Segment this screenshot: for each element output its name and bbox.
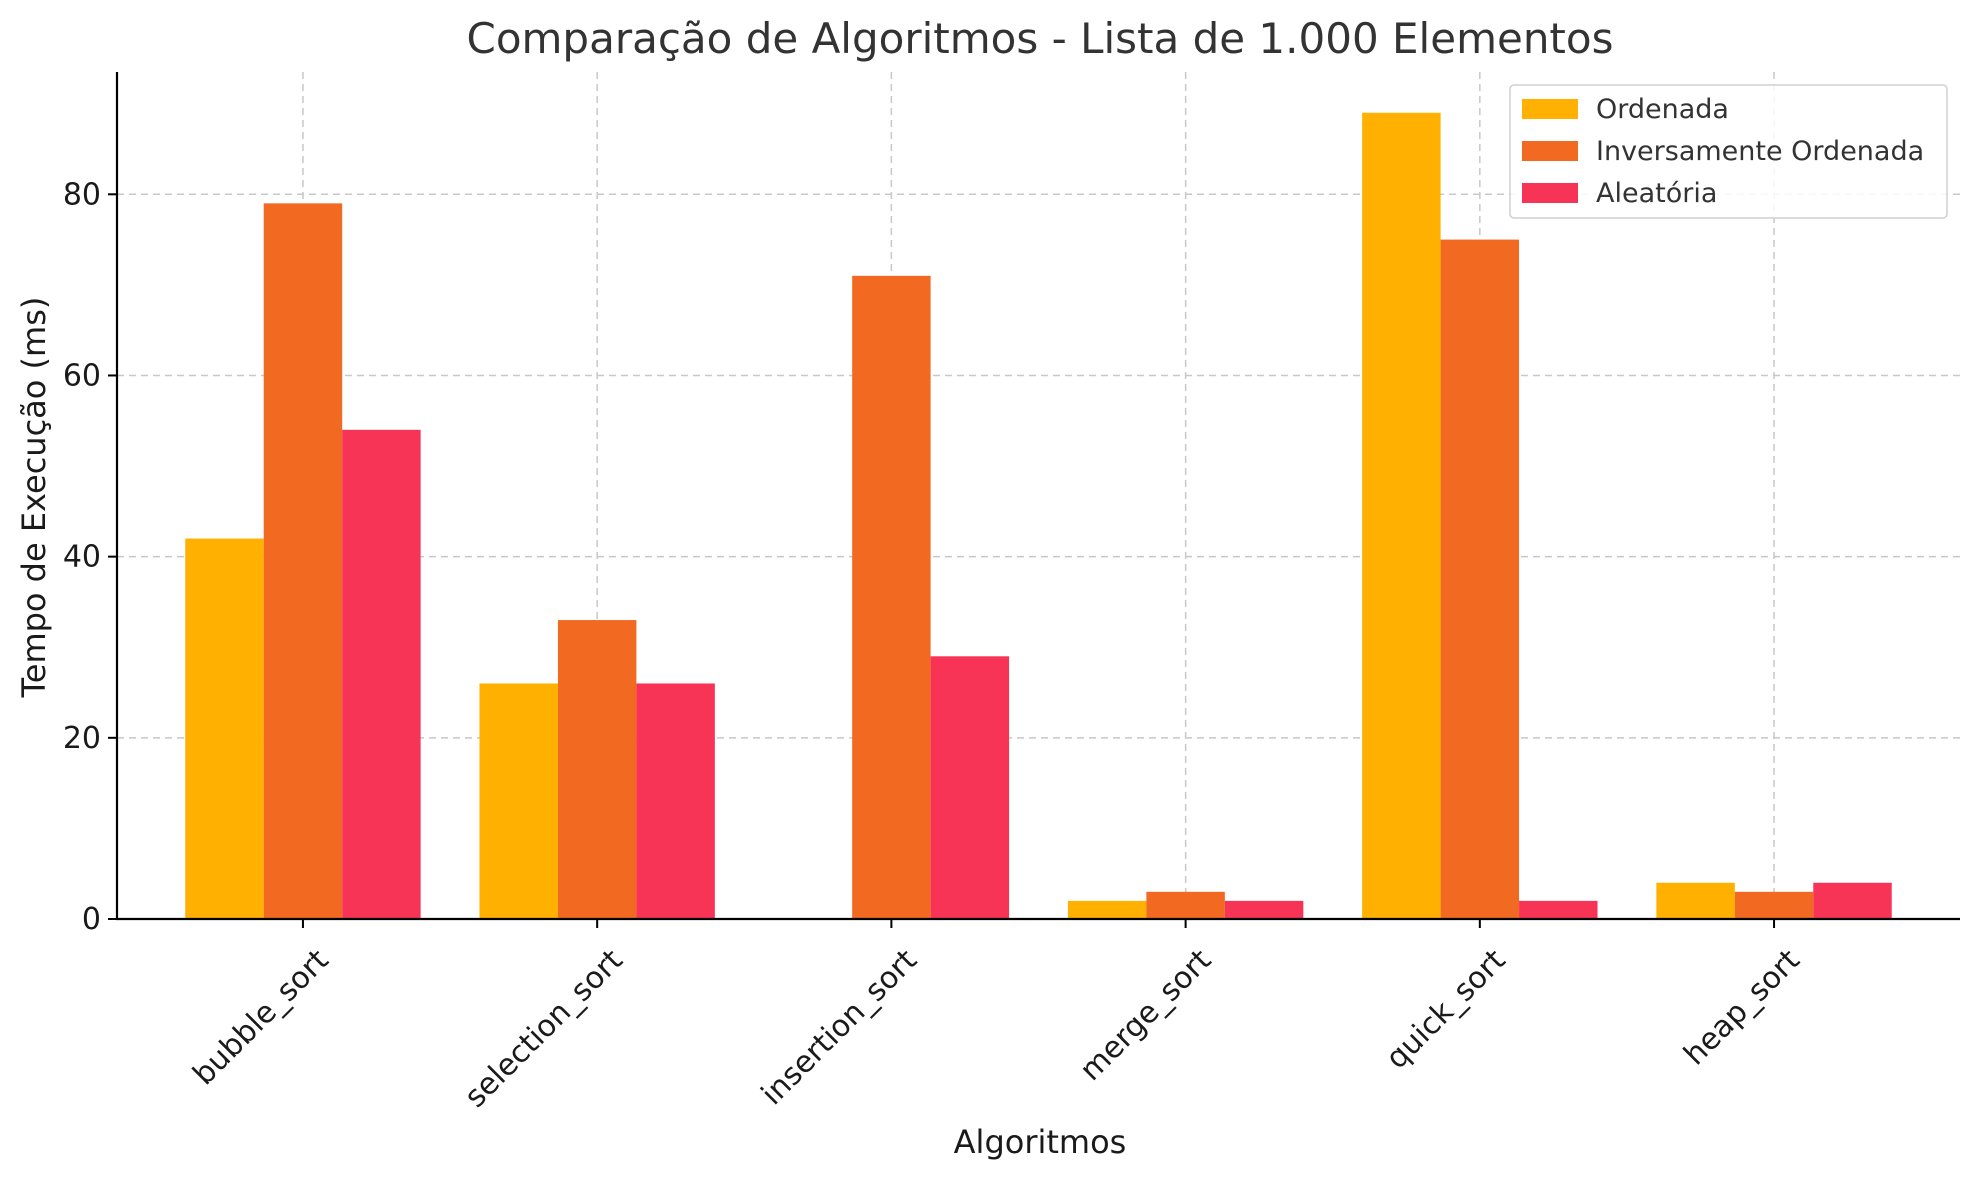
y-tick-label: 60: [63, 358, 101, 393]
x-tick-label: insertion_sort: [755, 943, 924, 1112]
x-tick-label: quick_sort: [1379, 943, 1512, 1076]
bar-bubble-sort-series-2: [263, 203, 343, 920]
bar-selection-sort-series-2: [557, 620, 637, 919]
x-tick-label: bubble_sort: [186, 943, 335, 1092]
x-tick-label: merge_sort: [1073, 943, 1218, 1088]
legend-label: Ordenada: [1596, 94, 1729, 125]
bar-quick-sort-series-1: [1362, 112, 1441, 919]
legend-swatch: [1522, 183, 1578, 203]
legend: Ordenada Inversamente Ordenada Aleatória: [1509, 84, 1948, 219]
bar-merge-sort-series-3: [1224, 900, 1304, 919]
bars: [185, 112, 1892, 920]
bar-heap-sort-series-1: [1656, 882, 1735, 919]
bar-bubble-sort-series-1: [185, 538, 264, 919]
chart-title: Comparação de Algoritmos - Lista de 1.00…: [467, 14, 1614, 63]
y-tick-label: 20: [63, 721, 101, 756]
y-tick-label: 80: [63, 177, 101, 212]
legend-swatch: [1522, 141, 1578, 161]
x-axis-label: Algoritmos: [954, 1123, 1127, 1161]
legend-label: Aleatória: [1596, 178, 1717, 209]
bar-heap-sort-series-3: [1813, 882, 1892, 919]
bar-selection-sort-series-3: [636, 683, 715, 919]
legend-label: Inversamente Ordenada: [1596, 136, 1924, 167]
bar-insertion-sort-series-3: [930, 656, 1010, 919]
bar-quick-sort-series-3: [1519, 900, 1598, 919]
y-tick-label: 0: [82, 902, 101, 937]
bar-merge-sort-series-2: [1146, 891, 1225, 919]
bar-insertion-sort-series-2: [852, 275, 931, 920]
x-tick-label: heap_sort: [1677, 943, 1807, 1073]
bar-merge-sort-series-1: [1067, 900, 1147, 919]
legend-box: [1509, 84, 1948, 219]
bar-quick-sort-series-2: [1440, 239, 1520, 919]
y-axis-label: Tempo de Execução (ms): [15, 297, 53, 699]
bar-heap-sort-series-2: [1734, 891, 1814, 919]
legend-swatch: [1522, 99, 1578, 119]
axes: [115, 72, 1960, 921]
y-tick-label: 40: [63, 540, 101, 575]
bar-bubble-sort-series-3: [342, 429, 421, 919]
bar-selection-sort-series-1: [479, 683, 558, 919]
x-tick-label: selection_sort: [458, 943, 630, 1115]
